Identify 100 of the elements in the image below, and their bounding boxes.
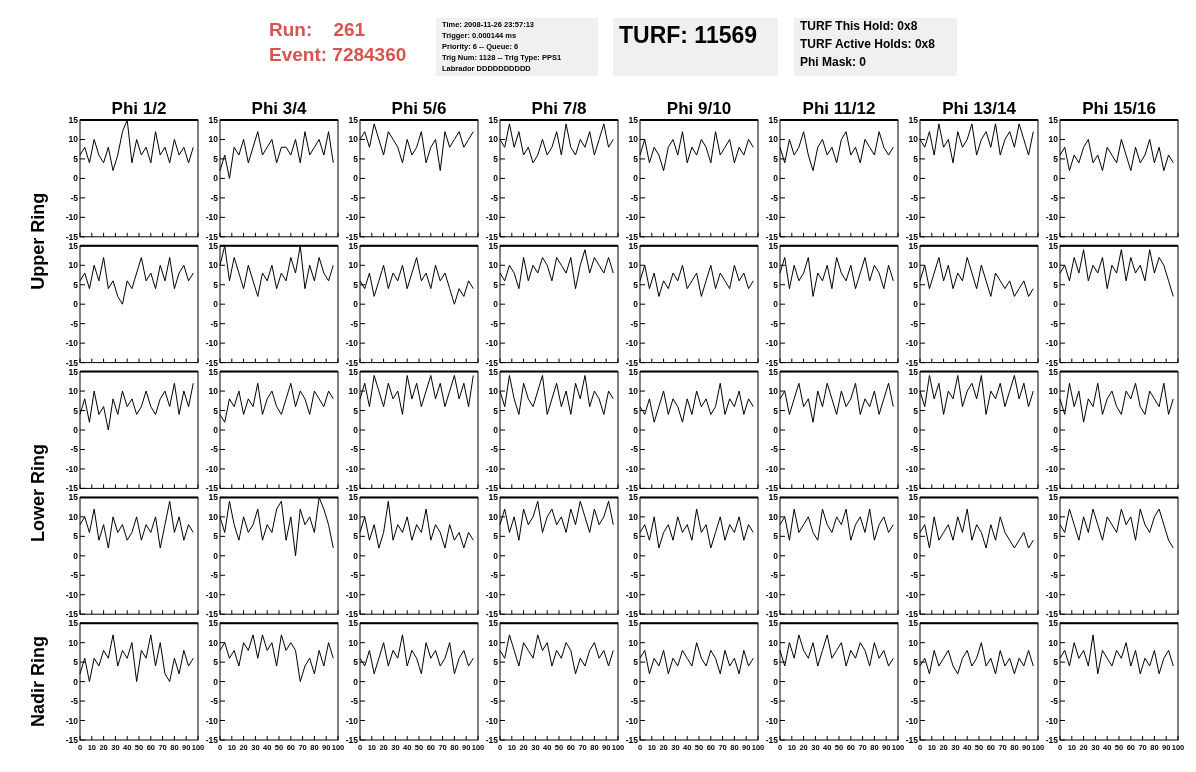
y-tick-label: -15 (625, 357, 639, 368)
y-tick-label: 15 (628, 618, 639, 629)
y-tick-label: 10 (348, 637, 359, 648)
y-tick-label: 10 (488, 637, 499, 648)
y-tick-label: -10 (345, 212, 359, 223)
y-tick-label: -5 (1050, 570, 1059, 581)
y-tick-label: -15 (1045, 734, 1059, 745)
y-tick-label: 0 (353, 550, 359, 561)
y-tick-label: 15 (68, 114, 79, 125)
y-tick-label: -10 (1045, 715, 1059, 726)
y-tick-label: 5 (73, 657, 79, 668)
y-tick-label: -10 (205, 338, 219, 349)
y-tick-label: 0 (353, 676, 359, 687)
y-tick-label: 0 (213, 550, 219, 561)
y-tick-label: 0 (493, 424, 499, 435)
y-tick-label: 15 (488, 366, 499, 377)
y-tick-label: -5 (350, 318, 359, 329)
y-tick-label: 10 (1048, 134, 1059, 145)
y-tick-label: 0 (73, 550, 79, 561)
y-tick-label: 10 (908, 386, 919, 397)
y-tick-label: -10 (65, 463, 79, 474)
y-tick-label: 0 (73, 173, 79, 184)
y-tick-label: -10 (65, 715, 79, 726)
y-tick-label: 5 (773, 153, 779, 164)
y-tick-label: -15 (765, 357, 779, 368)
y-tick-label: -10 (1045, 338, 1059, 349)
y-tick-label: 0 (493, 550, 499, 561)
y-axis-title: Nadir Ring (28, 636, 48, 728)
y-axis-title: Lower Ring (28, 443, 48, 542)
y-tick-label: 10 (768, 260, 779, 271)
y-tick-label: -5 (910, 570, 919, 581)
y-tick-label: 0 (633, 173, 639, 184)
y-tick-label: -10 (765, 212, 779, 223)
y-tick-label: 5 (1053, 153, 1059, 164)
y-tick-label: -5 (350, 570, 359, 581)
y-tick-label: 15 (768, 366, 779, 377)
y-tick-label: -5 (1050, 192, 1059, 203)
y-tick-label: -15 (205, 357, 219, 368)
y-tick-label: 0 (493, 173, 499, 184)
y-tick-label: 0 (213, 173, 219, 184)
y-tick-label: 0 (633, 676, 639, 687)
y-tick-label: 15 (1048, 240, 1059, 251)
y-tick-label: -15 (345, 609, 359, 620)
chart-title: Phi 1/2 (111, 99, 167, 118)
y-tick-label: 5 (213, 405, 219, 416)
y-tick-label: -10 (345, 715, 359, 726)
y-tick-label: 0 (1053, 424, 1059, 435)
y-tick-label: 15 (488, 618, 499, 629)
y-tick-label: 5 (633, 405, 639, 416)
y-tick-label: 10 (908, 260, 919, 271)
y-tick-label: 15 (348, 618, 359, 629)
y-tick-label: -15 (65, 357, 79, 368)
y-tick-label: 5 (73, 279, 79, 290)
y-tick-label: 10 (208, 386, 219, 397)
y-tick-label: 0 (633, 550, 639, 561)
y-tick-label: -15 (765, 483, 779, 494)
y-tick-label: 10 (68, 511, 79, 522)
y-tick-label: 5 (493, 153, 499, 164)
y-tick-label: 15 (488, 240, 499, 251)
text: Run: 261 (269, 19, 366, 40)
y-tick-label: -5 (770, 192, 779, 203)
y-tick-label: 0 (353, 173, 359, 184)
y-tick-label: -15 (625, 734, 639, 745)
y-tick-label: -15 (905, 734, 919, 745)
y-tick-label: 15 (768, 114, 779, 125)
y-tick-label: -10 (485, 715, 499, 726)
chart-title: Phi 15/16 (1082, 99, 1156, 118)
y-tick-label: -5 (770, 318, 779, 329)
y-tick-label: -10 (345, 463, 359, 474)
y-tick-label: 15 (208, 492, 219, 503)
y-tick-label: -15 (1045, 609, 1059, 620)
y-tick-label: -15 (765, 231, 779, 242)
y-tick-label: 0 (353, 424, 359, 435)
y-tick-label: 15 (208, 240, 219, 251)
y-tick-label: -5 (770, 570, 779, 581)
y-tick-label: 5 (213, 279, 219, 290)
y-tick-label: -5 (630, 318, 639, 329)
y-tick-label: 5 (493, 405, 499, 416)
y-tick-label: -15 (905, 609, 919, 620)
y-tick-label: -5 (910, 444, 919, 455)
y-tick-label: -10 (905, 715, 919, 726)
y-tick-label: 5 (913, 531, 919, 542)
y-tick-label: 15 (68, 240, 79, 251)
y-tick-label: 5 (633, 657, 639, 668)
y-tick-label: 0 (1053, 299, 1059, 310)
y-tick-label: -10 (205, 589, 219, 600)
y-tick-label: 0 (633, 299, 639, 310)
y-tick-label: -15 (765, 734, 779, 745)
y-tick-label: 15 (348, 366, 359, 377)
chart-title: Phi 13/14 (942, 99, 1017, 118)
y-tick-label: 10 (628, 637, 639, 648)
text: TURF This Hold: 0x8 (800, 19, 918, 33)
y-tick-label: 10 (768, 637, 779, 648)
y-tick-label: -10 (345, 589, 359, 600)
y-tick-label: -10 (625, 338, 639, 349)
y-tick-label: 5 (773, 657, 779, 668)
y-tick-label: 5 (773, 279, 779, 290)
y-tick-label: 5 (773, 405, 779, 416)
y-tick-label: 5 (1053, 279, 1059, 290)
y-tick-label: -10 (65, 338, 79, 349)
